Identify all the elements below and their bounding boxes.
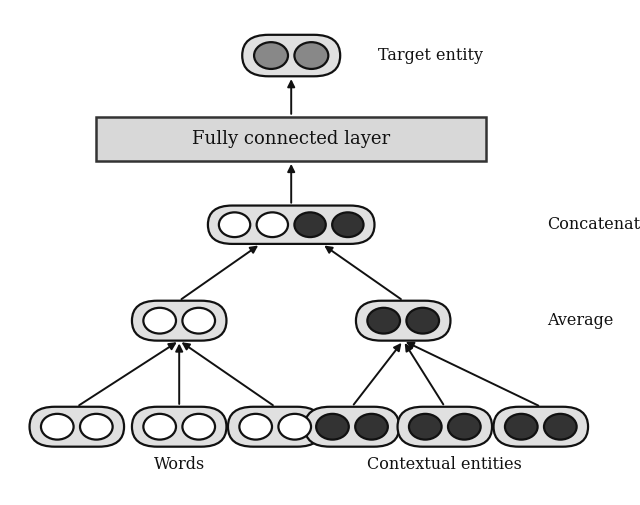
Circle shape — [355, 414, 388, 439]
Circle shape — [294, 212, 326, 237]
Circle shape — [406, 308, 439, 334]
Circle shape — [332, 212, 364, 237]
Circle shape — [544, 414, 577, 439]
FancyBboxPatch shape — [132, 407, 227, 447]
Circle shape — [257, 212, 288, 237]
Circle shape — [505, 414, 538, 439]
Circle shape — [182, 414, 215, 439]
Text: Average: Average — [547, 312, 614, 329]
Text: Target entity: Target entity — [378, 47, 483, 64]
FancyBboxPatch shape — [305, 407, 399, 447]
Circle shape — [448, 414, 481, 439]
Circle shape — [41, 414, 74, 439]
FancyBboxPatch shape — [96, 117, 486, 161]
FancyBboxPatch shape — [29, 407, 124, 447]
FancyBboxPatch shape — [208, 206, 374, 244]
FancyBboxPatch shape — [132, 300, 227, 341]
Text: Concatenate: Concatenate — [547, 216, 640, 233]
Circle shape — [143, 414, 176, 439]
FancyBboxPatch shape — [397, 407, 492, 447]
Circle shape — [409, 414, 442, 439]
Circle shape — [219, 212, 250, 237]
Text: Words: Words — [154, 456, 205, 473]
Circle shape — [143, 308, 176, 334]
Circle shape — [239, 414, 272, 439]
Text: Contextual entities: Contextual entities — [367, 456, 522, 473]
Circle shape — [80, 414, 113, 439]
Circle shape — [278, 414, 311, 439]
Circle shape — [182, 308, 215, 334]
FancyBboxPatch shape — [493, 407, 588, 447]
FancyBboxPatch shape — [356, 300, 451, 341]
Circle shape — [254, 42, 288, 69]
Text: Fully connected layer: Fully connected layer — [192, 130, 390, 148]
FancyBboxPatch shape — [242, 35, 340, 76]
Circle shape — [316, 414, 349, 439]
Circle shape — [367, 308, 400, 334]
FancyBboxPatch shape — [228, 407, 323, 447]
Circle shape — [294, 42, 328, 69]
